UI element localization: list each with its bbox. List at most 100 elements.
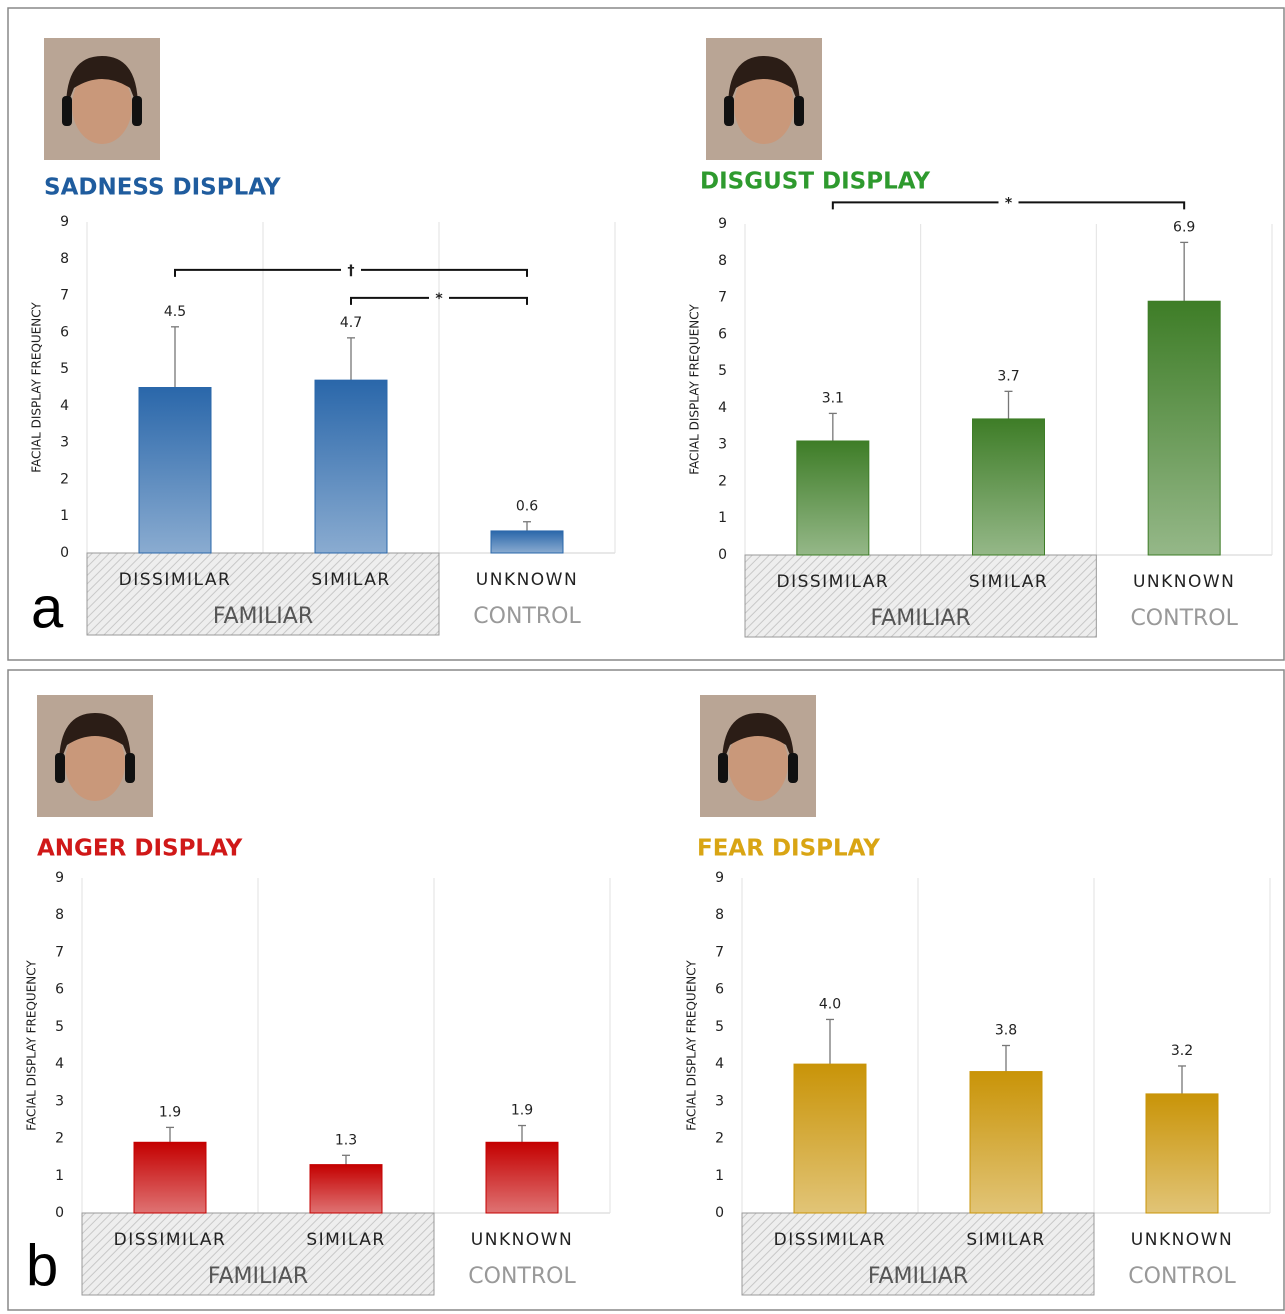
y-tick-label: 7 [715, 944, 724, 960]
bar [134, 1142, 206, 1213]
y-tick-label: 9 [55, 870, 64, 886]
photo-headphone [132, 96, 142, 126]
photo-headphone [55, 753, 65, 783]
y-tick-label: 5 [55, 1019, 64, 1035]
x-tick-label: UNKNOWN [471, 1230, 573, 1250]
chart-title: ANGER DISPLAY [37, 836, 243, 862]
x-tick-label: SIMILAR [306, 1230, 385, 1250]
group-label: CONTROL [468, 1264, 576, 1289]
y-tick-label: 4 [60, 398, 69, 414]
value-label: 3.2 [1171, 1043, 1193, 1059]
value-label: 4.0 [819, 996, 841, 1012]
bar [315, 380, 387, 553]
y-tick-label: 3 [60, 435, 69, 451]
y-tick-label: 8 [718, 253, 727, 269]
chart-title: DISGUST DISPLAY [700, 169, 930, 195]
photo-headphone [718, 753, 728, 783]
y-axis-label: FACIAL DISPLAY FREQUENCY [30, 302, 44, 473]
figure: SADNESS DISPLAY a FACIAL DISPLAY FREQUENCY… [0, 0, 1285, 1314]
value-label: 1.9 [159, 1104, 181, 1120]
photo-headphone [62, 96, 72, 126]
x-tick-label: UNKNOWN [1133, 572, 1235, 592]
y-tick-label: 7 [55, 944, 64, 960]
y-tick-label: 8 [55, 907, 64, 923]
y-tick-label: 5 [60, 361, 69, 377]
chart-title: FEAR DISPLAY [697, 836, 880, 862]
y-tick-label: 2 [718, 473, 727, 489]
y-tick-label: 9 [718, 216, 727, 232]
value-label: 0.6 [516, 499, 538, 515]
y-tick-label: 1 [718, 510, 727, 526]
group-label: FAMILIAR [213, 604, 313, 629]
y-axis-label: FACIAL DISPLAY FREQUENCY [25, 960, 39, 1131]
y-tick-label: 9 [715, 870, 724, 886]
group-label: FAMILIAR [871, 606, 971, 631]
y-tick-label: 1 [715, 1168, 724, 1184]
photo-headphone [724, 96, 734, 126]
panel-label: b [26, 1233, 58, 1298]
bar [970, 1072, 1042, 1213]
value-label: 3.1 [822, 390, 844, 406]
significance-label: * [1005, 195, 1013, 211]
x-tick-label: SIMILAR [966, 1230, 1045, 1250]
panel-label: a [31, 575, 64, 640]
y-tick-label: 4 [55, 1056, 64, 1072]
y-tick-label: 8 [60, 251, 69, 267]
group-label: FAMILIAR [208, 1264, 308, 1289]
y-tick-label: 3 [718, 437, 727, 453]
y-tick-label: 2 [715, 1131, 724, 1147]
y-tick-label: 2 [60, 471, 69, 487]
y-tick-label: 0 [718, 547, 727, 563]
value-label: 3.7 [997, 368, 1019, 384]
group-label: FAMILIAR [868, 1264, 968, 1289]
y-tick-label: 6 [55, 982, 64, 998]
y-tick-label: 6 [715, 982, 724, 998]
y-tick-label: 1 [60, 508, 69, 524]
y-tick-label: 1 [55, 1168, 64, 1184]
value-label: 1.3 [335, 1132, 357, 1148]
bar [1148, 301, 1220, 555]
x-tick-label: UNKNOWN [1131, 1230, 1233, 1250]
y-tick-label: 7 [60, 288, 69, 304]
value-label: 4.5 [164, 304, 186, 320]
y-tick-label: 8 [715, 907, 724, 923]
y-tick-label: 5 [715, 1019, 724, 1035]
photo-headphone [788, 753, 798, 783]
y-tick-label: 4 [715, 1056, 724, 1072]
photo-headphone [794, 96, 804, 126]
group-label: CONTROL [1128, 1264, 1236, 1289]
y-tick-label: 5 [718, 363, 727, 379]
x-tick-label: DISSIMILAR [776, 572, 889, 592]
x-tick-label: SIMILAR [311, 570, 390, 590]
y-tick-label: 3 [55, 1093, 64, 1109]
bar [491, 531, 563, 553]
x-tick-label: DISSIMILAR [114, 1230, 227, 1250]
bar [794, 1064, 866, 1213]
y-tick-label: 6 [718, 326, 727, 342]
photo-headphone [125, 753, 135, 783]
bar [486, 1142, 558, 1213]
y-tick-label: 4 [718, 400, 727, 416]
group-label: CONTROL [1130, 606, 1238, 631]
x-tick-label: UNKNOWN [476, 570, 578, 590]
significance-label: * [435, 291, 443, 307]
y-tick-label: 6 [60, 324, 69, 340]
chart-title: SADNESS DISPLAY [44, 175, 281, 201]
y-tick-label: 0 [55, 1205, 64, 1221]
y-tick-label: 2 [55, 1131, 64, 1147]
bar [1146, 1094, 1218, 1213]
bar [139, 388, 211, 554]
bar [797, 441, 869, 555]
value-label: 6.9 [1173, 219, 1195, 235]
y-axis-label: FACIAL DISPLAY FREQUENCY [685, 960, 699, 1131]
bar [973, 419, 1045, 555]
y-tick-label: 9 [60, 214, 69, 230]
y-tick-label: 3 [715, 1093, 724, 1109]
y-tick-label: 0 [715, 1205, 724, 1221]
y-tick-label: 7 [718, 290, 727, 306]
value-label: 3.8 [995, 1023, 1017, 1039]
x-tick-label: DISSIMILAR [119, 570, 232, 590]
significance-label: † [348, 263, 355, 279]
value-label: 4.7 [340, 315, 362, 331]
group-label: CONTROL [473, 604, 581, 629]
